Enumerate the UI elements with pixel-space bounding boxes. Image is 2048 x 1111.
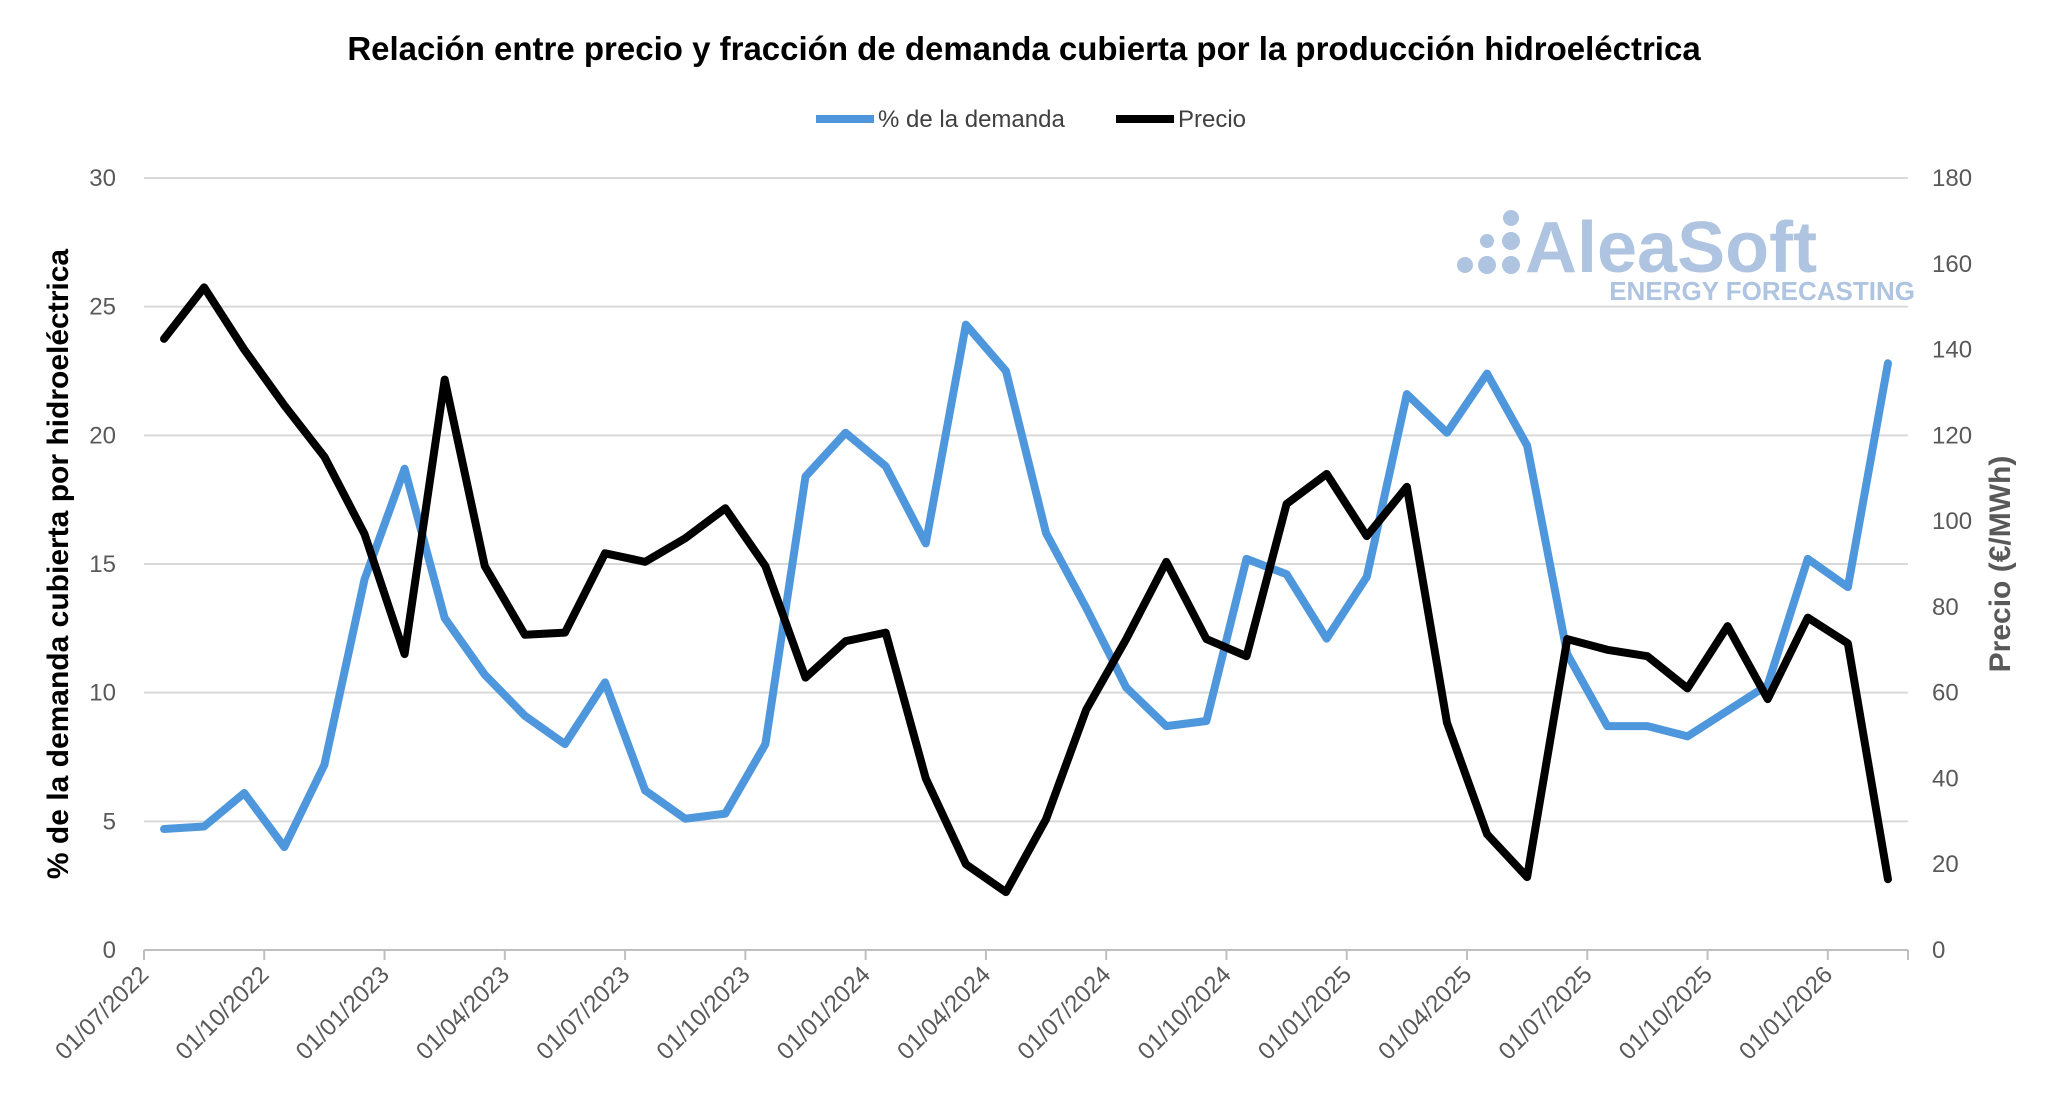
y2-tick-label: 80 (1932, 594, 1959, 621)
y2-tick-label: 40 (1932, 765, 1959, 792)
y-tick-label: 5 (103, 808, 116, 835)
y2-tick-label: 160 (1932, 251, 1972, 278)
y2-tick-label: 60 (1932, 680, 1959, 707)
x-tick-label: 01/01/2023 (291, 961, 395, 1065)
x-tick-label: 01/07/2025 (1493, 961, 1597, 1065)
x-tick-label: 01/10/2022 (170, 961, 274, 1065)
y2-tick-label: 120 (1932, 422, 1972, 449)
x-tick-label: 01/01/2025 (1253, 961, 1357, 1065)
chart-title: Relación entre precio y fracción de dema… (347, 30, 1701, 67)
x-tick-label: 01/04/2023 (411, 961, 515, 1065)
y2-axis-title: Precio (€/MWh) (1984, 456, 2017, 673)
x-tick-label: 01/10/2024 (1133, 961, 1237, 1065)
aleasoft-logo: AleaSoft ENERGY FORECASTING (1457, 208, 1915, 306)
legend: % de la demanda Precio (816, 106, 1246, 133)
x-tick-label: 01/07/2023 (531, 961, 635, 1065)
y-tick-label: 25 (89, 294, 116, 321)
series-line-demanda (164, 325, 1888, 847)
x-tick-label: 01/04/2024 (892, 961, 996, 1065)
x-tick-label: 01/01/2024 (772, 961, 876, 1065)
y-tick-label: 0 (103, 937, 116, 964)
x-tick-label: 01/01/2026 (1734, 961, 1838, 1065)
y-tick-label: 15 (89, 551, 116, 578)
x-tick-label: 01/04/2025 (1373, 961, 1477, 1065)
logo-dots-icon (1457, 210, 1520, 274)
y-axis-title: % de la demanda cubierta por hidroeléctr… (42, 249, 75, 880)
y2-tick-label: 100 (1932, 508, 1972, 535)
x-tick-label: 01/10/2025 (1614, 961, 1718, 1065)
y-tick-label: 10 (89, 680, 116, 707)
x-tick-label: 01/07/2024 (1012, 961, 1116, 1065)
x-tick-label: 01/07/2022 (50, 961, 154, 1065)
logo-tagline: ENERGY FORECASTING (1609, 276, 1915, 306)
x-tick-label: 01/10/2023 (652, 961, 756, 1065)
y-tick-label: 20 (89, 422, 116, 449)
series-line-precio (164, 287, 1888, 892)
legend-label-demanda: % de la demanda (878, 106, 1065, 133)
y2-tick-label: 180 (1932, 165, 1972, 192)
y-tick-label: 30 (89, 165, 116, 192)
legend-label-precio: Precio (1178, 106, 1246, 133)
y2-tick-label: 0 (1932, 937, 1945, 964)
y2-tick-label: 140 (1932, 337, 1972, 364)
y2-tick-label: 20 (1932, 851, 1959, 878)
